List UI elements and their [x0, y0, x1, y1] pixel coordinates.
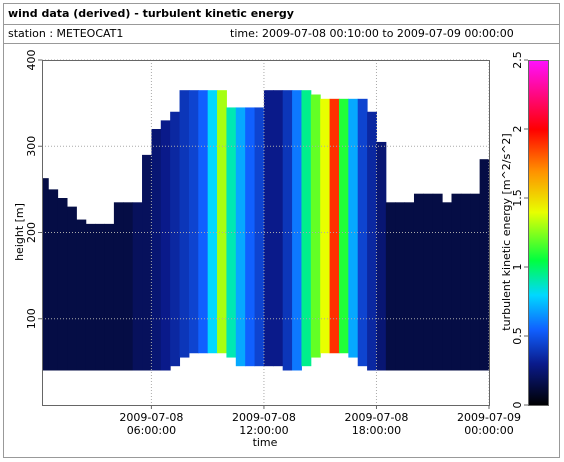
station: station : METEOCAT1: [8, 27, 123, 40]
heat-cell: [273, 90, 284, 367]
heat-cell: [320, 98, 331, 354]
plot-border: [42, 60, 490, 406]
heat-cell: [42, 178, 49, 371]
heat-cell: [376, 141, 387, 371]
x-tick-label: 2009-07-09: [457, 411, 521, 424]
heat-cell: [451, 193, 462, 371]
heat-cell: [329, 98, 340, 354]
colorbar-tick-label: 0.5: [511, 327, 524, 345]
heat-cell: [282, 90, 293, 371]
heat-cell: [235, 107, 246, 367]
x-tick-label: 2009-07-08: [119, 411, 183, 424]
y-tick-label: 400: [25, 50, 38, 71]
heat-cell: [67, 206, 77, 371]
y-tick-label: 200: [25, 222, 38, 243]
heat-cell: [404, 202, 415, 371]
heat-cell: [338, 98, 349, 354]
heat-cell: [151, 129, 162, 371]
heat-cell: [357, 98, 368, 367]
heat-cell: [123, 202, 134, 371]
x-axis-label: time: [253, 436, 278, 449]
heat-cell: [442, 202, 452, 371]
colorbar-tick-label: 2.5: [511, 51, 524, 69]
heat-cell: [413, 193, 424, 371]
heat-cell: [76, 219, 87, 371]
heat-cell: [48, 189, 59, 371]
x-tick-label: 18:00:00: [352, 424, 401, 437]
heat-cell: [188, 90, 199, 354]
heat-cell: [432, 193, 443, 371]
heat-cell: [385, 202, 396, 371]
heat-cell: [245, 107, 256, 367]
heat-cell: [170, 111, 181, 367]
heat-cell: [198, 90, 209, 354]
heat-cell: [460, 193, 471, 371]
heat-cell: [179, 90, 190, 358]
heat-cell: [479, 159, 489, 371]
heat-cell: [310, 94, 321, 358]
colorbar-label: turbulent kinetic energy [m^2/s^2]: [500, 133, 513, 330]
heat-cell: [254, 107, 265, 367]
heat-cell: [292, 90, 302, 371]
colorbar-tick-label: 2: [511, 126, 524, 133]
y-axis-label: height [m]: [13, 203, 26, 261]
heat-cell: [132, 202, 143, 371]
heat-cell: [160, 120, 171, 371]
heat-cell: [217, 90, 227, 354]
x-tick-label: 06:00:00: [127, 424, 176, 437]
heat-cell: [470, 193, 481, 371]
y-tick-label: 100: [25, 308, 38, 329]
heat-cell: [301, 90, 312, 367]
heat-cell: [423, 193, 434, 371]
x-tick-label: 2009-07-08: [344, 411, 408, 424]
colorbar-tick-label: 1: [511, 264, 524, 271]
heat-cell: [348, 98, 359, 358]
x-tick-label: 00:00:00: [464, 424, 513, 437]
heat-cell: [367, 111, 377, 371]
heat-cell: [104, 223, 115, 371]
heat-cell: [113, 202, 124, 371]
heat-cell: [95, 223, 106, 371]
heat-cell: [142, 154, 152, 371]
heat-cell: [395, 202, 406, 371]
heat-cell: [207, 90, 218, 354]
heat-cell: [57, 198, 68, 371]
x-tick-label: 12:00:00: [239, 424, 288, 437]
colorbar-tick-label: 0: [511, 402, 524, 409]
time-range: time: 2009-07-08 00:10:00 to 2009-07-09 …: [230, 27, 514, 40]
heat-cell: [263, 90, 274, 367]
colorbar: [528, 60, 549, 406]
heatmap: [42, 90, 489, 371]
y-tick-label: 300: [25, 136, 38, 157]
colorbar-tick-label: 1.5: [511, 189, 524, 207]
chart-title: wind data (derived) - turbulent kinetic …: [8, 7, 294, 20]
heat-cell: [85, 223, 96, 371]
x-tick-label: 2009-07-08: [232, 411, 296, 424]
